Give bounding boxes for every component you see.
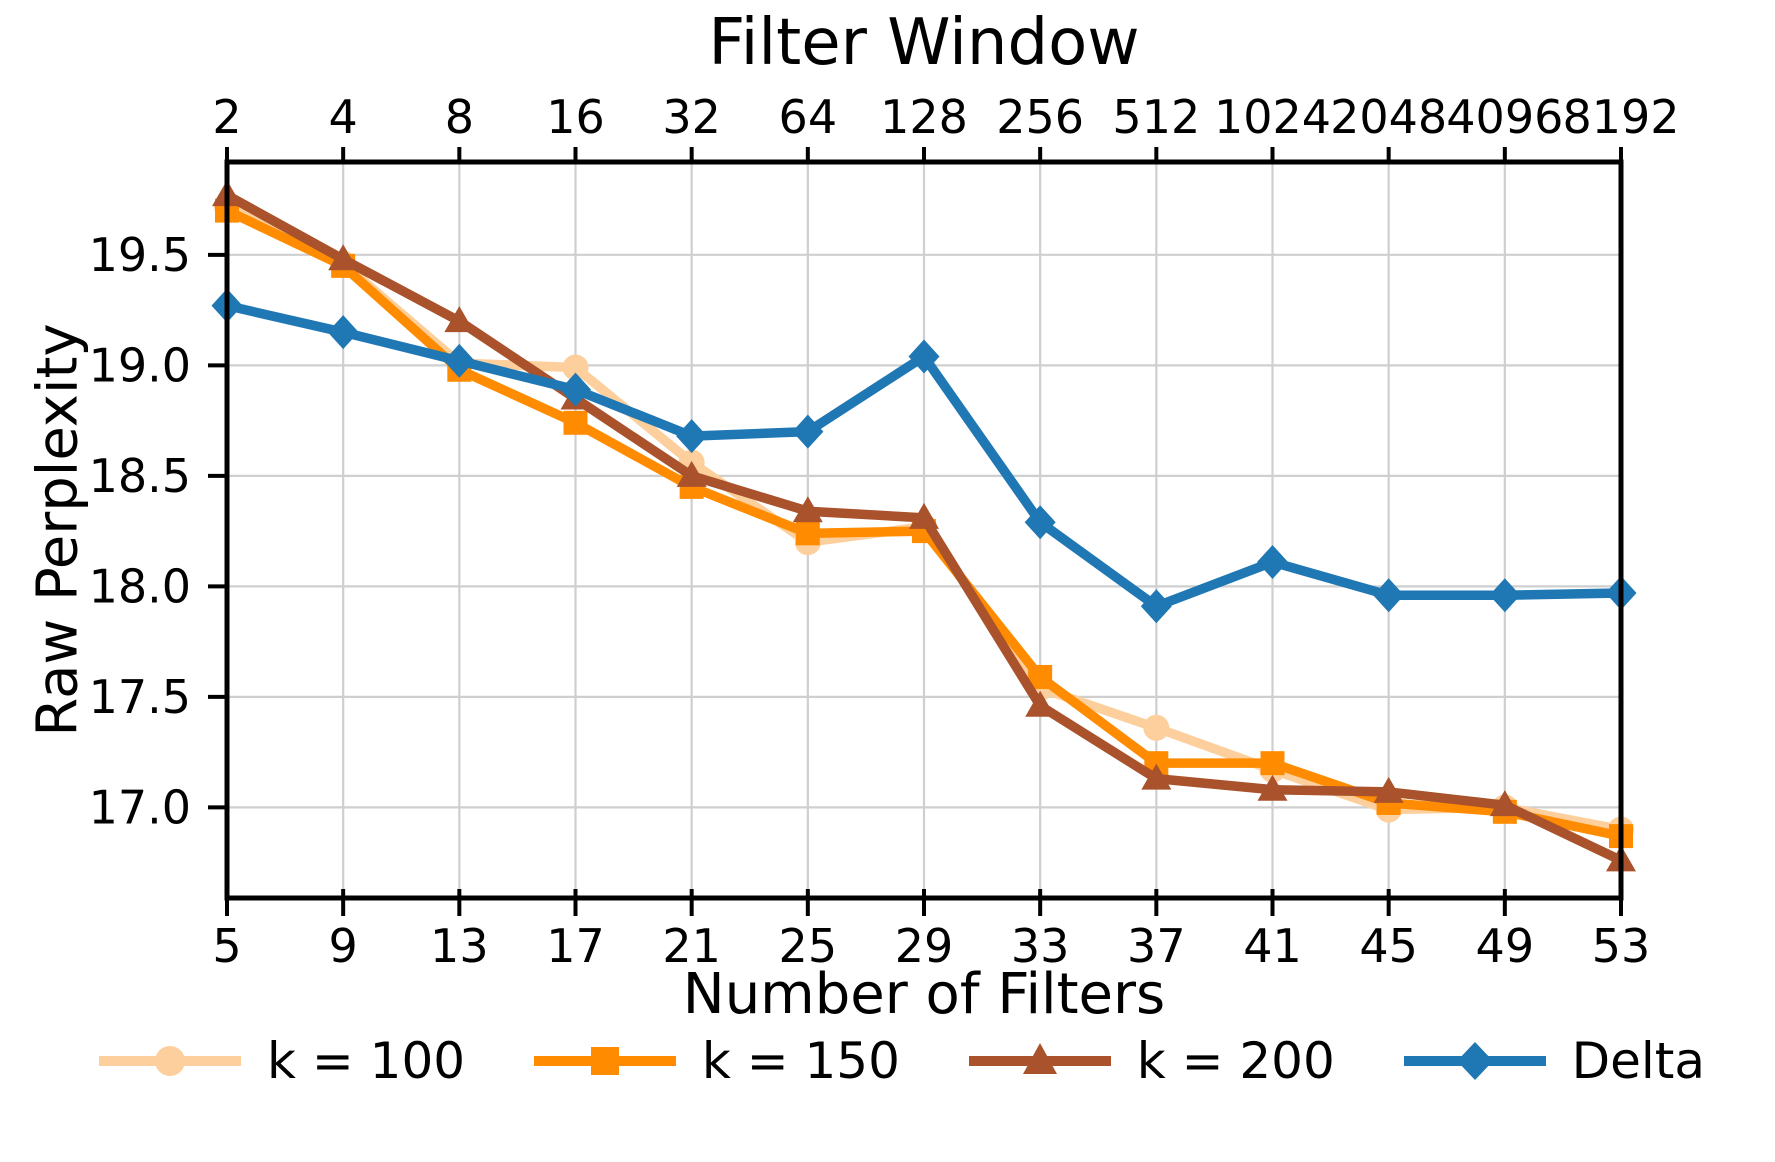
y-axis-tick-label: 18.0 <box>89 559 191 613</box>
x-axis-tick-label: 5 <box>212 919 241 973</box>
legend-swatch-canvas <box>1403 1042 1546 1080</box>
triangle-marker-icon <box>1022 1043 1057 1074</box>
top-axis-tick-label: 4096 <box>1446 90 1563 144</box>
diamond-marker <box>1373 578 1405 613</box>
diamond-marker <box>443 343 475 378</box>
legend: k = 100 k = 150 k = 200 Delta <box>0 1032 1775 1090</box>
top-axis-tick-label: 16 <box>546 90 605 144</box>
triangle-marker <box>444 306 475 333</box>
triangle-marker <box>1141 763 1172 790</box>
grid <box>225 162 1623 898</box>
legend-swatch-canvas <box>99 1046 241 1076</box>
x-axis-tick-label: 29 <box>895 919 954 973</box>
x-axis-tick-label: 53 <box>1592 919 1651 973</box>
triangle-marker <box>1025 690 1056 717</box>
y-axis-tick-label: 18.5 <box>89 449 191 503</box>
legend-item-k-150: k = 150 <box>530 1032 900 1090</box>
legend-swatch-diamond-icon <box>1400 1039 1550 1083</box>
legend-swatch-circle-icon <box>95 1039 245 1083</box>
diamond-marker <box>908 339 940 374</box>
circle-marker <box>562 354 589 381</box>
x-axis-tick-label: 9 <box>329 919 358 973</box>
tick-labels: 5294138171621322564291283325637512411024… <box>89 90 1680 973</box>
y-axis-tick-label: 17.5 <box>89 670 191 724</box>
legend-label: k = 150 <box>701 1032 900 1090</box>
triangle-marker <box>1373 776 1404 803</box>
triangle-marker <box>676 460 707 487</box>
top-axis-tick-label: 8 <box>445 90 474 144</box>
diamond-marker <box>1257 545 1288 580</box>
x-axis-tick-label: 45 <box>1359 919 1418 973</box>
circle-marker-icon <box>155 1046 185 1076</box>
triangle-marker <box>909 502 939 529</box>
y-axis-tick-label: 19.5 <box>89 228 191 282</box>
legend-swatch-triangle-icon <box>965 1039 1115 1083</box>
triangle-marker <box>1257 774 1288 801</box>
legend-label: Delta <box>1571 1032 1705 1090</box>
x-axis-tick-label: 49 <box>1476 919 1535 973</box>
top-axis-tick-label: 128 <box>880 90 968 144</box>
legend-label: k = 200 <box>1136 1032 1335 1090</box>
top-axis-tick-label: 256 <box>996 90 1084 144</box>
legend-swatch-canvas <box>968 1043 1111 1074</box>
axis-ticks <box>208 147 1623 916</box>
x-axis-label: Number of Filters <box>682 962 1166 1027</box>
diamond-marker <box>1024 505 1056 540</box>
top-axis-tick-label: 512 <box>1112 90 1200 144</box>
series-delta <box>211 288 1637 624</box>
diamond-marker <box>792 414 824 449</box>
x-axis-tick-label: 33 <box>1011 919 1070 973</box>
legend-swatch-canvas <box>533 1047 676 1075</box>
x-axis-tick-label: 21 <box>662 919 721 973</box>
diamond-marker <box>560 372 591 407</box>
top-axis-tick-label: 32 <box>662 90 721 144</box>
top-axis-tick-label: 1024 <box>1214 90 1331 144</box>
legend-item-k-100: k = 100 <box>95 1032 465 1090</box>
x-axis-tick-label: 25 <box>779 919 838 973</box>
diamond-marker <box>1140 589 1172 624</box>
x-axis-tick-label: 37 <box>1127 919 1186 973</box>
top-axis-tick-label: 8192 <box>1562 90 1679 144</box>
x-axis-tick-label: 17 <box>546 919 605 973</box>
top-axis-tick-label: 2 <box>212 90 241 144</box>
square-marker <box>1260 751 1285 776</box>
top-axis-tick-label: 64 <box>779 90 838 144</box>
legend-item-k-200: k = 200 <box>965 1032 1335 1090</box>
diamond-marker-icon <box>1456 1042 1493 1080</box>
top-axis-tick-label: 2048 <box>1330 90 1447 144</box>
y-axis-tick-label: 19.0 <box>89 338 191 392</box>
triangle-marker <box>1489 790 1520 817</box>
legend-swatch-square-icon <box>530 1039 680 1083</box>
top-axis-tick-label: 4 <box>329 90 358 144</box>
square-marker-icon <box>590 1047 619 1075</box>
diamond-marker <box>327 315 359 350</box>
top-axis-title: Filter Window <box>708 6 1140 80</box>
diamond-marker <box>1489 578 1521 613</box>
y-axis-tick-label: 17.0 <box>89 780 191 834</box>
triangle-marker <box>792 496 823 523</box>
square-marker <box>795 521 820 546</box>
square-marker <box>563 410 588 435</box>
x-axis-tick-label: 13 <box>430 919 489 973</box>
x-axis-tick-label: 41 <box>1243 919 1302 973</box>
circle-marker <box>1143 714 1170 741</box>
legend-item-delta: Delta <box>1400 1032 1705 1090</box>
diamond-marker <box>676 419 708 454</box>
triangle-marker <box>328 244 359 271</box>
legend-label: k = 100 <box>267 1032 466 1090</box>
